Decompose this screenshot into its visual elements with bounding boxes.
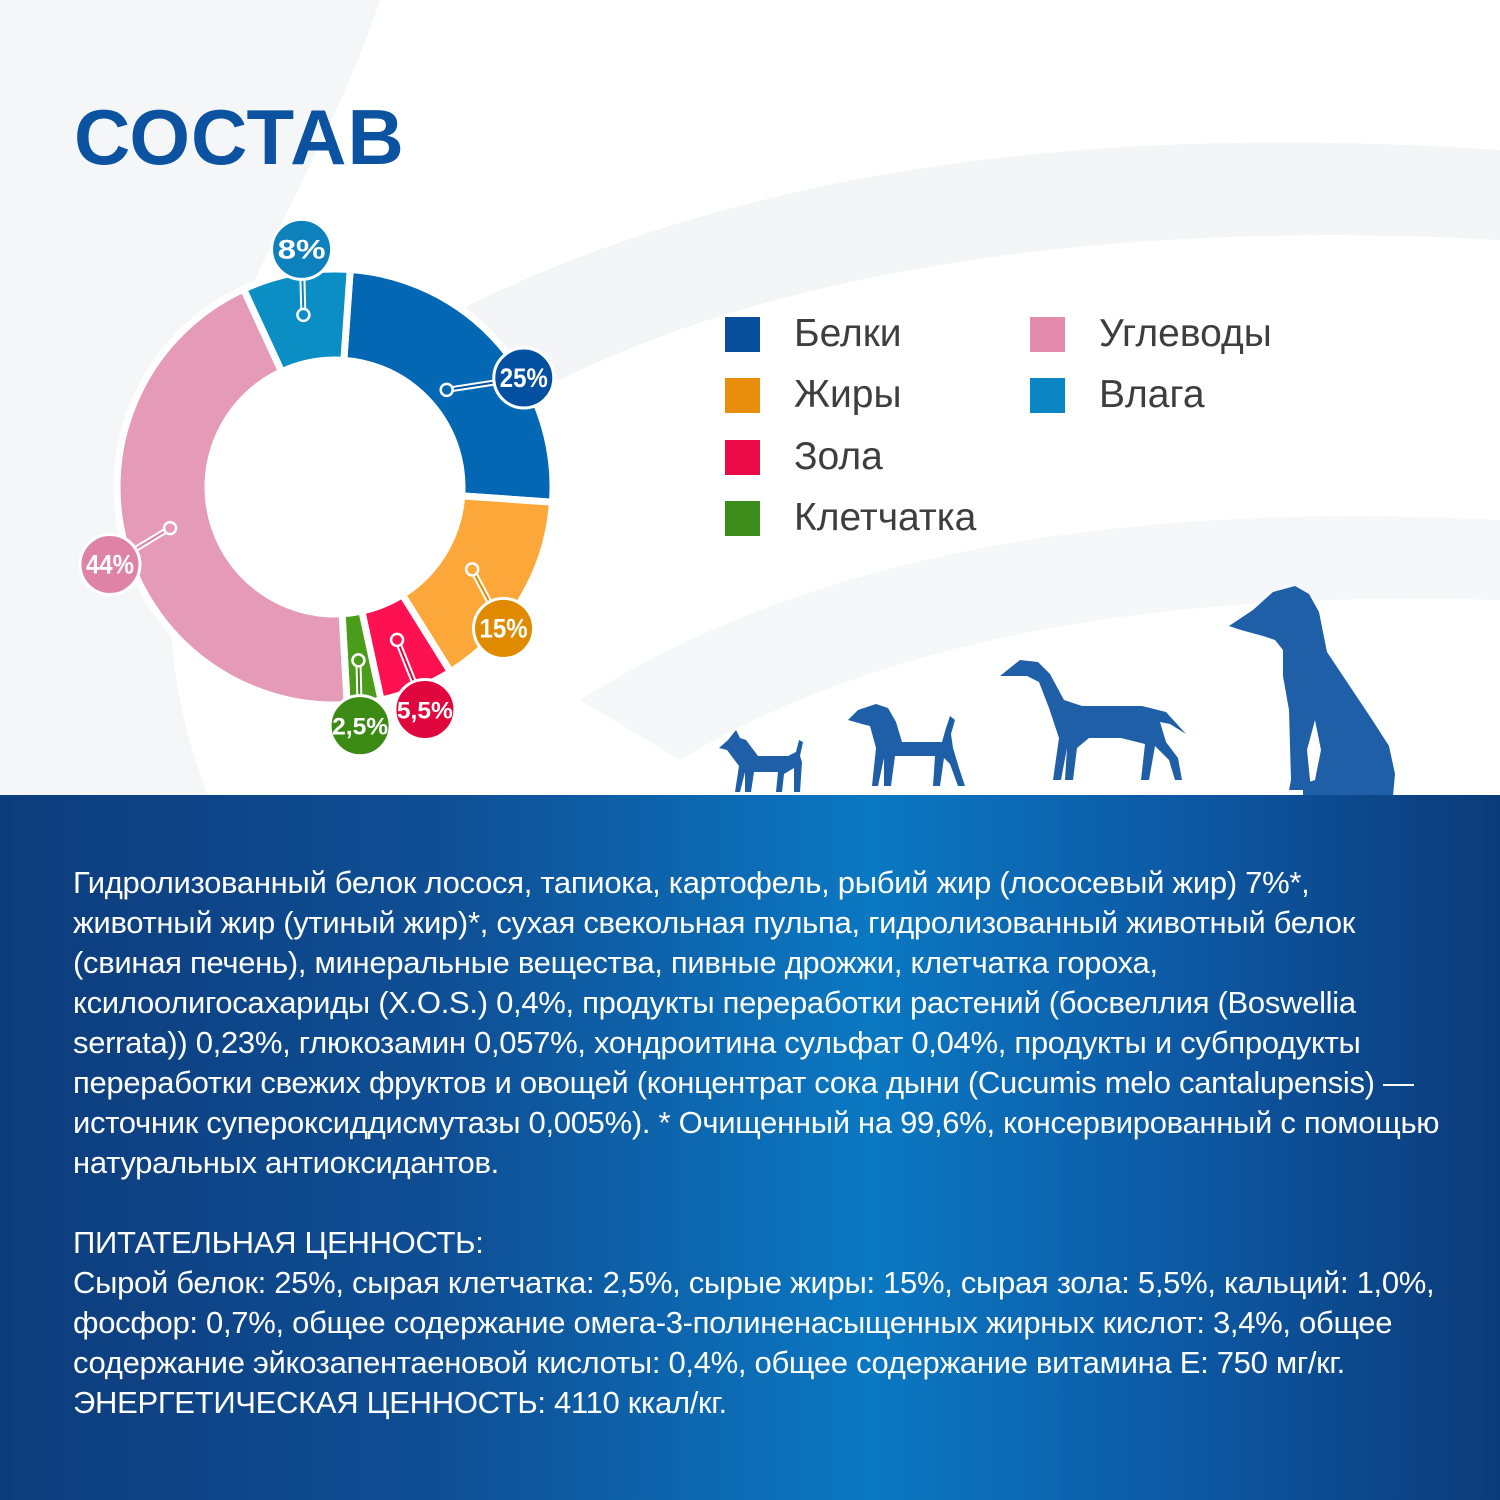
label-anchor-dot (389, 632, 405, 648)
page-title: СОСТАВ (74, 93, 405, 181)
composition-text: Гидролизованный белок лосося, тапиока, к… (73, 865, 1440, 1180)
label-text: 8% (278, 234, 326, 264)
legend-swatch (725, 377, 760, 413)
label-bubble (472, 596, 536, 660)
label-anchor-dot (162, 520, 178, 536)
label-text: 44% (86, 549, 134, 579)
legend-label: Зола (794, 435, 883, 478)
donut-chart: 25% 15% 5,5% 2,5% 44% 8% (78, 217, 557, 758)
medium-dog-icon (1000, 660, 1186, 780)
data-label-zhiry: 15% (464, 562, 536, 660)
donut-slice-uglevody (113, 284, 351, 709)
label-text: 15% (480, 613, 528, 643)
medium-small-dog-icon (848, 704, 965, 786)
legend-item-zhiry: Жиры (725, 373, 902, 417)
legend-swatch (1030, 377, 1065, 413)
legend-item-kletchatka: Клетчатка (725, 496, 976, 540)
data-label-belki: 25% (439, 346, 556, 410)
label-bubble (328, 694, 392, 758)
nutrition-text: Сырой белок: 25%, сырая клетчатка: 2,5%,… (73, 1265, 1435, 1420)
legend-label: Белки (794, 312, 902, 355)
dog-silhouettes (719, 586, 1395, 796)
label-text: 2,5% (332, 714, 388, 741)
data-label-zola: 5,5% (389, 632, 457, 742)
large-dog-icon (1229, 586, 1395, 796)
legend-label: Углеводы (1099, 312, 1272, 355)
legend-item-uglevody: Углеводы (1030, 312, 1272, 356)
data-label-uglevody: 44% (78, 520, 178, 596)
legend-swatch (725, 500, 760, 536)
data-label-vlaga: 8% (270, 217, 334, 323)
ingredients-panel (0, 795, 1500, 1500)
legend-label: Влага (1099, 373, 1205, 416)
donut-slice-vlaga (238, 265, 354, 377)
label-bubble (492, 346, 556, 410)
label-bubble (78, 532, 142, 596)
label-text: 5,5% (397, 698, 453, 725)
data-label-kletchatka: 2,5% (328, 653, 392, 758)
label-anchor-dot (439, 382, 454, 398)
legend-item-belki: Белки (725, 312, 902, 356)
legend-swatch (725, 316, 760, 352)
label-anchor-dot (296, 307, 311, 323)
label-bubble (393, 678, 457, 742)
nutrition-heading: ПИТАТЕЛЬНАЯ ЦЕННОСТЬ: (73, 1225, 484, 1260)
legend-label: Жиры (794, 373, 902, 416)
legend-item-zola: Зола (725, 435, 883, 479)
label-anchor-dot (464, 562, 480, 577)
small-dog-icon (719, 730, 803, 792)
label-bubble (270, 217, 334, 281)
label-anchor-dot (351, 653, 366, 668)
legend-label: Клетчатка (794, 496, 977, 539)
legend-swatch (725, 439, 760, 475)
legend-item-vlaga: Влага (1030, 373, 1205, 417)
label-text: 25% (500, 363, 548, 393)
legend-swatch (1030, 316, 1065, 352)
